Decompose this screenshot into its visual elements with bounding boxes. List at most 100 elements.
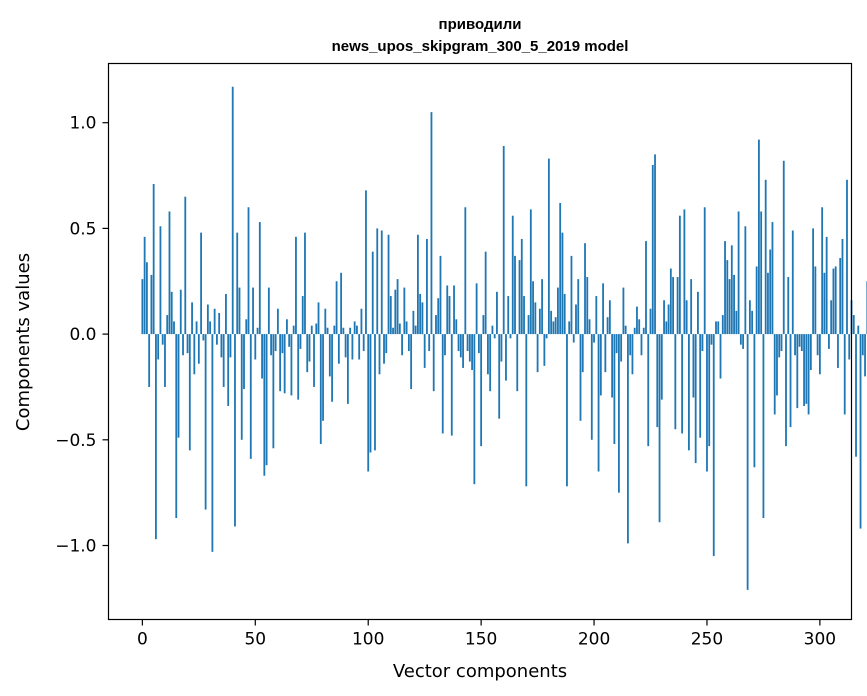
bar <box>491 325 494 335</box>
bar <box>265 334 268 466</box>
x-tick-label: 150 <box>465 630 497 650</box>
bar <box>701 334 704 352</box>
bar <box>699 334 702 438</box>
bar <box>426 238 428 335</box>
bar <box>794 334 796 356</box>
y-tick-label: −0.5 <box>55 431 96 451</box>
bar <box>484 251 487 335</box>
bar <box>615 334 618 354</box>
bar <box>457 334 460 352</box>
bar <box>315 323 318 335</box>
bar <box>579 334 582 421</box>
bar <box>624 325 627 335</box>
bar <box>672 277 674 335</box>
bar <box>636 306 638 335</box>
bar <box>322 334 324 421</box>
bar <box>823 272 826 335</box>
bar <box>392 327 394 335</box>
bar <box>410 334 413 390</box>
bar <box>401 334 403 356</box>
bar <box>344 334 347 358</box>
bar <box>649 308 652 335</box>
bar <box>385 334 388 354</box>
bar <box>532 281 534 335</box>
bar <box>658 334 661 523</box>
bar <box>800 334 803 352</box>
bar <box>414 325 417 335</box>
bar <box>807 334 810 415</box>
bar <box>746 334 749 590</box>
y-axis-label: Components values <box>13 253 34 431</box>
bar <box>459 334 462 358</box>
bar <box>697 291 699 335</box>
bar <box>500 334 503 362</box>
bar <box>498 334 501 419</box>
bar <box>258 222 261 335</box>
bar <box>864 334 866 377</box>
bar <box>509 334 512 339</box>
bar <box>785 334 787 447</box>
bar <box>724 241 726 335</box>
bar <box>518 260 521 335</box>
bar <box>620 334 623 362</box>
bar <box>760 211 763 335</box>
y-tick-label: 0.0 <box>69 325 96 345</box>
bar <box>561 232 564 335</box>
bar <box>416 234 419 335</box>
bar <box>538 308 541 335</box>
bar <box>254 334 257 360</box>
bar <box>184 196 187 335</box>
bar <box>407 334 410 352</box>
bar <box>464 207 467 335</box>
bar <box>324 308 327 335</box>
bar <box>295 236 297 335</box>
bar <box>335 281 338 335</box>
bar <box>803 334 805 406</box>
bar <box>152 184 155 335</box>
bar <box>559 203 562 335</box>
bar <box>496 291 498 335</box>
bar <box>737 211 740 335</box>
bar <box>227 334 230 406</box>
bar <box>267 287 270 335</box>
bar <box>249 334 252 459</box>
bar <box>541 279 544 335</box>
bar <box>276 308 279 335</box>
bar <box>678 215 681 335</box>
bar <box>229 334 232 358</box>
bar <box>480 334 483 447</box>
y-tick-label: 0.5 <box>69 219 96 239</box>
bar <box>828 334 830 349</box>
bar <box>450 334 453 436</box>
bar <box>216 334 218 345</box>
bar <box>584 243 586 335</box>
bar <box>477 334 480 354</box>
bar <box>439 255 442 335</box>
bar <box>647 334 650 447</box>
bar <box>493 334 496 339</box>
bar <box>288 334 291 347</box>
bar <box>161 334 164 345</box>
bar <box>599 334 602 396</box>
bar <box>511 215 514 335</box>
bar <box>687 334 690 451</box>
bar <box>611 334 614 398</box>
bar <box>231 86 234 335</box>
bar <box>225 293 227 335</box>
y-tick-label: −1.0 <box>55 537 96 557</box>
bar <box>821 207 824 335</box>
bar <box>419 293 422 335</box>
bar <box>444 334 446 356</box>
bar <box>337 334 340 364</box>
bar <box>676 277 679 335</box>
bar <box>141 279 144 335</box>
bar <box>796 334 799 409</box>
bar <box>378 334 381 375</box>
bar <box>487 334 489 375</box>
bar <box>164 334 166 387</box>
bar <box>218 312 221 335</box>
bar <box>170 291 173 335</box>
bar <box>839 257 842 335</box>
bar <box>692 334 695 398</box>
bar <box>256 327 259 335</box>
